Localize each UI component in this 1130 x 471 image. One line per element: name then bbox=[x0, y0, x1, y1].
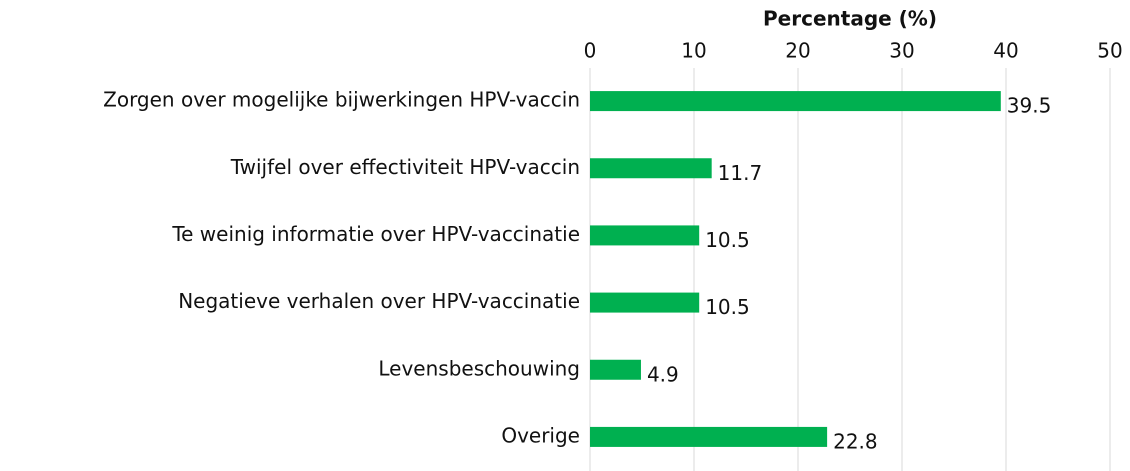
x-tick-label: 50 bbox=[1097, 39, 1122, 63]
y-tick-label: Levensbeschouwing bbox=[378, 356, 580, 380]
data-label: 10.5 bbox=[705, 295, 750, 319]
data-label: 10.5 bbox=[705, 228, 750, 252]
y-tick-label: Te weinig informatie over HPV-vaccinatie bbox=[171, 222, 580, 246]
bar bbox=[590, 225, 700, 246]
x-tick-label: 0 bbox=[584, 39, 597, 63]
x-tick-label: 40 bbox=[993, 39, 1018, 63]
data-label: 39.5 bbox=[1007, 94, 1052, 118]
y-tick-label: Overige bbox=[501, 423, 580, 447]
data-label: 4.9 bbox=[647, 362, 679, 386]
axis-title: Percentage (%) bbox=[763, 7, 937, 31]
x-tick-label: 30 bbox=[889, 39, 914, 63]
data-label: 22.8 bbox=[833, 429, 878, 453]
x-tick-label: 20 bbox=[785, 39, 810, 63]
bar bbox=[590, 359, 641, 380]
bar bbox=[590, 292, 700, 313]
bar bbox=[590, 426, 828, 447]
bar bbox=[590, 91, 1001, 112]
y-tick-label: Twijfel over effectiviteit HPV-vaccin bbox=[230, 155, 580, 179]
data-label: 11.7 bbox=[718, 161, 763, 185]
bar bbox=[590, 158, 712, 179]
y-tick-label: Zorgen over mogelijke bijwerkingen HPV-v… bbox=[103, 88, 580, 112]
y-tick-label: Negatieve verhalen over HPV-vaccinatie bbox=[178, 289, 580, 313]
x-tick-label: 10 bbox=[681, 39, 706, 63]
